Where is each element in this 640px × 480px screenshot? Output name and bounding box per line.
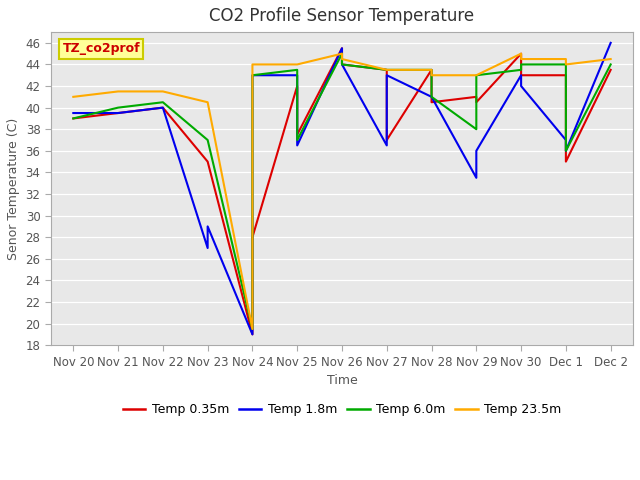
Temp 6.0m [472, 126, 480, 132]
Temp 0.35m [248, 332, 256, 337]
Temp 23.5m [607, 56, 614, 62]
Temp 0.35m [248, 234, 256, 240]
Temp 0.35m [562, 159, 570, 165]
Temp 1.8m [562, 148, 570, 154]
Temp 6.0m [115, 105, 122, 110]
Temp 6.0m [293, 137, 301, 143]
Y-axis label: Senor Temperature (C): Senor Temperature (C) [7, 118, 20, 260]
Temp 1.8m [607, 40, 614, 46]
Temp 1.8m [293, 143, 301, 148]
Temp 23.5m [428, 67, 435, 73]
Temp 6.0m [428, 94, 435, 100]
Legend: Temp 0.35m, Temp 1.8m, Temp 6.0m, Temp 23.5m: Temp 0.35m, Temp 1.8m, Temp 6.0m, Temp 2… [118, 398, 566, 421]
Temp 1.8m [204, 224, 211, 229]
Line: Temp 0.35m: Temp 0.35m [74, 48, 611, 335]
Temp 1.8m [115, 110, 122, 116]
Temp 1.8m [428, 94, 435, 100]
Temp 0.35m [472, 94, 480, 100]
Temp 0.35m [293, 83, 301, 89]
Temp 0.35m [159, 105, 166, 110]
Temp 0.35m [562, 72, 570, 78]
Temp 0.35m [293, 132, 301, 137]
Temp 1.8m [562, 137, 570, 143]
Temp 23.5m [383, 67, 390, 73]
Temp 6.0m [607, 61, 614, 67]
Temp 6.0m [70, 116, 77, 121]
Temp 23.5m [472, 72, 480, 78]
Temp 1.8m [517, 83, 525, 89]
Temp 1.8m [338, 46, 346, 51]
Temp 0.35m [383, 67, 390, 73]
Temp 6.0m [338, 51, 346, 57]
Temp 1.8m [70, 110, 77, 116]
Line: Temp 6.0m: Temp 6.0m [74, 54, 611, 329]
Temp 23.5m [248, 326, 256, 332]
Temp 23.5m [562, 61, 570, 67]
Title: CO2 Profile Sensor Temperature: CO2 Profile Sensor Temperature [209, 7, 474, 25]
Temp 23.5m [472, 72, 480, 78]
Temp 1.8m [472, 148, 480, 154]
Temp 1.8m [248, 72, 256, 78]
Temp 6.0m [248, 72, 256, 78]
Temp 6.0m [517, 61, 525, 67]
Temp 0.35m [428, 99, 435, 105]
Temp 6.0m [383, 67, 390, 73]
Temp 0.35m [383, 137, 390, 143]
Temp 23.5m [293, 61, 301, 67]
Temp 6.0m [383, 67, 390, 73]
Temp 6.0m [338, 61, 346, 67]
Temp 1.8m [428, 94, 435, 100]
Temp 0.35m [517, 51, 525, 57]
Temp 23.5m [562, 56, 570, 62]
Temp 1.8m [159, 105, 166, 110]
Temp 23.5m [70, 94, 77, 100]
Line: Temp 1.8m: Temp 1.8m [74, 43, 611, 335]
Temp 0.35m [517, 72, 525, 78]
Temp 0.35m [70, 116, 77, 121]
Temp 23.5m [338, 51, 346, 57]
Temp 23.5m [517, 56, 525, 62]
Temp 23.5m [517, 51, 525, 57]
Temp 1.8m [383, 72, 390, 78]
Temp 23.5m [115, 88, 122, 94]
Temp 0.35m [472, 99, 480, 105]
Temp 6.0m [248, 326, 256, 332]
Temp 23.5m [248, 61, 256, 67]
Temp 6.0m [204, 137, 211, 143]
Temp 6.0m [562, 148, 570, 154]
Temp 6.0m [517, 67, 525, 73]
Temp 0.35m [204, 159, 211, 165]
Line: Temp 23.5m: Temp 23.5m [74, 54, 611, 329]
Temp 23.5m [428, 72, 435, 78]
X-axis label: Time: Time [326, 374, 357, 387]
Temp 1.8m [517, 72, 525, 78]
Temp 6.0m [159, 99, 166, 105]
Temp 1.8m [383, 143, 390, 148]
Temp 1.8m [248, 332, 256, 337]
Temp 1.8m [293, 72, 301, 78]
Temp 23.5m [338, 56, 346, 62]
Temp 6.0m [428, 67, 435, 73]
Temp 0.35m [607, 67, 614, 73]
Temp 1.8m [204, 245, 211, 251]
Temp 6.0m [472, 72, 480, 78]
Temp 6.0m [293, 67, 301, 73]
Temp 1.8m [338, 61, 346, 67]
Temp 0.35m [338, 61, 346, 67]
Temp 1.8m [472, 175, 480, 180]
Temp 0.35m [428, 67, 435, 73]
Temp 23.5m [204, 99, 211, 105]
Temp 23.5m [159, 88, 166, 94]
Temp 6.0m [562, 61, 570, 67]
Temp 0.35m [338, 46, 346, 51]
Temp 23.5m [383, 67, 390, 73]
Temp 0.35m [115, 110, 122, 116]
Temp 23.5m [293, 61, 301, 67]
Text: TZ_co2prof: TZ_co2prof [63, 42, 140, 55]
